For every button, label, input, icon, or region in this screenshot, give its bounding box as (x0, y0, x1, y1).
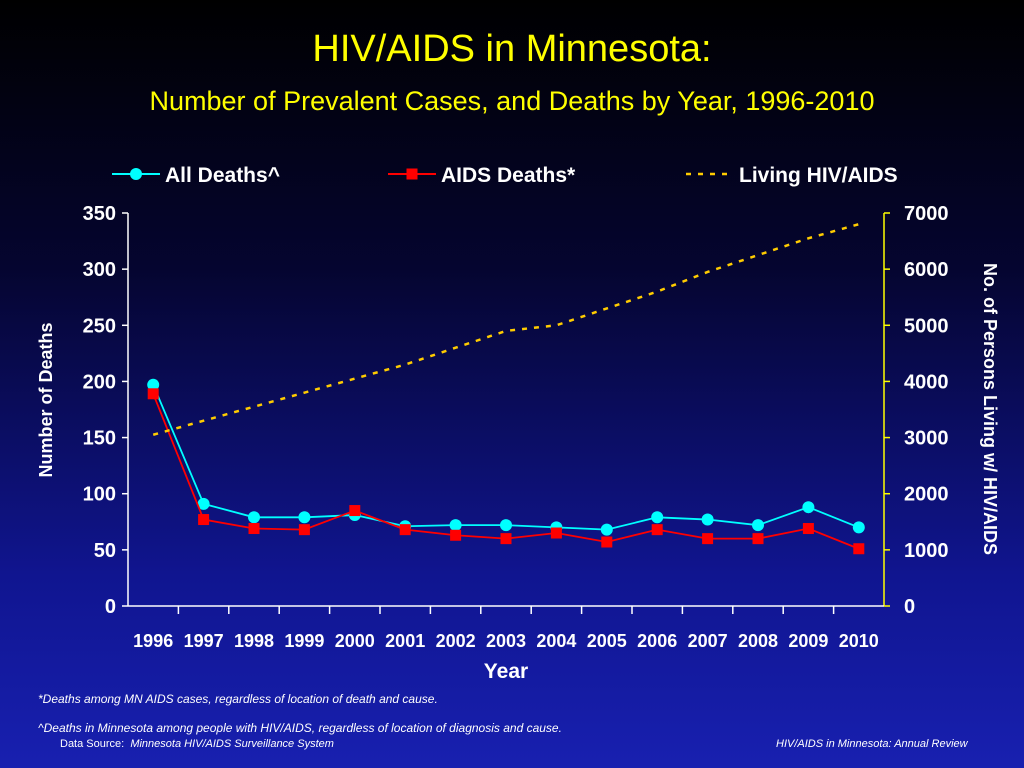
x-tick-label: 2004 (536, 631, 576, 651)
data-point-all-deaths (147, 378, 160, 391)
right-tick-label: 3000 (904, 428, 949, 450)
data-source: Data Source: Minnesota HIV/AIDS Surveill… (60, 738, 334, 750)
data-point-aids-deaths (349, 505, 361, 517)
y2-axis-label: No. of Persons Living w/ HIV/AIDS (980, 263, 1000, 555)
footnote-all-deaths: ^Deaths in Minnesota among people with H… (38, 721, 562, 735)
data-point-all-deaths (500, 519, 512, 532)
x-tick-label: 2010 (839, 631, 879, 651)
left-tick-label: 250 (83, 315, 116, 337)
left-tick-label: 300 (83, 259, 116, 281)
data-point-aids-deaths (399, 524, 411, 536)
data-point-aids-deaths (752, 533, 764, 545)
data-point-aids-deaths (601, 536, 613, 548)
left-tick-label: 200 (83, 371, 116, 393)
y-axis-label: Number of Deaths (36, 322, 56, 477)
x-tick-label: 2007 (688, 631, 728, 651)
data-point-all-deaths (298, 511, 311, 524)
data-point-aids-deaths (198, 514, 210, 526)
data-source-label: Data Source: (60, 738, 125, 750)
data-point-aids-deaths (248, 523, 260, 535)
x-tick-label: 1999 (284, 631, 324, 651)
data-point-all-deaths (752, 519, 764, 532)
footnote-aids-deaths: *Deaths among MN AIDS cases, regardless … (38, 692, 438, 706)
x-tick-label: 2000 (335, 631, 375, 651)
series-line (152, 223, 860, 436)
data-point-aids-deaths (298, 524, 310, 536)
x-tick-label: 2008 (738, 631, 778, 651)
data-point-all-deaths (600, 523, 613, 536)
x-tick-label: 2003 (486, 631, 526, 651)
right-tick-label: 6000 (904, 259, 949, 281)
legend-marker (406, 168, 418, 180)
left-tick-label: 100 (83, 484, 116, 506)
right-tick-label: 0 (904, 596, 915, 618)
legend-label: All Deaths^ (165, 164, 280, 187)
data-source-value: Minnesota HIV/AIDS Surveillance System (130, 738, 334, 750)
line-chart: 0 50 100 150 200 250 300 350 0 1000 2000 3000 4000 50… (36, 164, 1000, 683)
right-tick-label: 4000 (904, 371, 949, 393)
data-point-all-deaths (197, 497, 210, 510)
chart-title: HIV/AIDS in Minnesota: (312, 28, 712, 70)
legend-label: Living HIV/AIDS (739, 164, 898, 187)
chart-subtitle: Number of Prevalent Cases, and Deaths by… (149, 86, 875, 116)
x-tick-label: 1996 (133, 631, 173, 651)
data-point-all-deaths (248, 511, 260, 524)
x-tick-label: 2009 (788, 631, 828, 651)
data-point-aids-deaths (651, 524, 663, 536)
data-point-aids-deaths (147, 388, 159, 400)
x-tick-label: 1998 (234, 631, 274, 651)
x-tick-label: 1997 (184, 631, 224, 651)
x-axis-label: Year (484, 660, 528, 683)
data-point-aids-deaths (853, 543, 865, 555)
data-point-aids-deaths (802, 523, 814, 535)
data-point-aids-deaths (450, 529, 462, 541)
legend-label: AIDS Deaths* (441, 164, 576, 187)
x-tick-label: 2001 (385, 631, 425, 651)
x-tick-label: 2006 (637, 631, 677, 651)
data-point-aids-deaths (500, 533, 512, 545)
left-tick-label: 50 (94, 540, 116, 562)
left-tick-label: 150 (83, 428, 116, 450)
report-name: HIV/AIDS in Minnesota: Annual Review (776, 738, 968, 750)
data-point-aids-deaths (702, 533, 714, 545)
left-tick-label: 350 (83, 203, 116, 225)
left-tick-label: 0 (105, 596, 116, 618)
x-tick-label: 2002 (436, 631, 476, 651)
right-tick-label: 1000 (904, 540, 949, 562)
data-point-all-deaths (802, 501, 815, 514)
right-tick-label: 7000 (904, 203, 949, 225)
data-point-all-deaths (701, 513, 714, 526)
data-point-all-deaths (852, 521, 865, 534)
right-tick-label: 2000 (904, 484, 949, 506)
data-point-all-deaths (651, 511, 664, 524)
legend-marker (130, 168, 142, 180)
data-point-aids-deaths (550, 527, 562, 539)
x-tick-label: 2005 (587, 631, 627, 651)
data-point-all-deaths (449, 519, 462, 532)
right-tick-label: 5000 (904, 315, 949, 337)
